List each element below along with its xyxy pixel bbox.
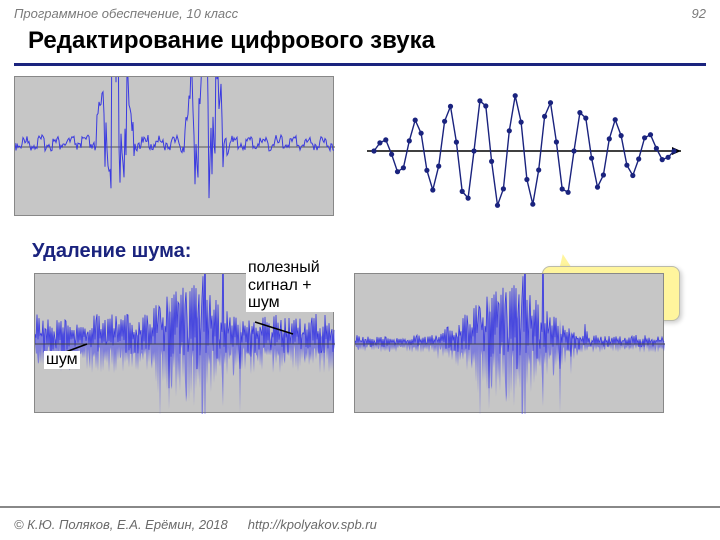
content: Удаление шума: записанные данные шум пол…	[0, 66, 720, 413]
footer-url: http://kpolyakov.spb.ru	[248, 517, 377, 532]
title-row: Редактирование цифрового звука	[0, 25, 720, 61]
waveform-denoised	[354, 273, 664, 413]
footer-copyright: © К.Ю. Поляков, Е.А. Ерёмин, 2018	[14, 517, 228, 532]
page-title: Редактирование цифрового звука	[28, 27, 706, 55]
anno-noise-label: шум	[44, 351, 80, 369]
page-number: 92	[692, 6, 706, 21]
left-wave-wrap: шум полезный сигнал + шум	[14, 273, 334, 413]
row-top	[14, 76, 706, 226]
anno-signal-label: полезный сигнал + шум	[246, 259, 334, 312]
header: Программное обеспечение, 10 класс 92	[0, 0, 720, 25]
course-label: Программное обеспечение, 10 класс	[14, 6, 238, 21]
section-label: Удаление шума:	[32, 240, 706, 263]
footer: © К.Ю. Поляков, Е.А. Ерёмин, 2018 http:/…	[0, 506, 720, 540]
row-bottom: шум полезный сигнал + шум	[14, 273, 706, 413]
waveform-top	[14, 76, 334, 216]
sampled-signal-plot	[364, 76, 684, 226]
